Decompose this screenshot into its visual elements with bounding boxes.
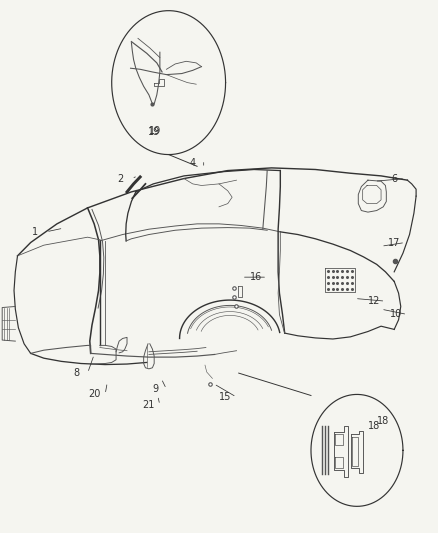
- Text: 6: 6: [391, 174, 397, 183]
- Text: 15: 15: [219, 392, 232, 402]
- Text: 21: 21: [143, 400, 155, 410]
- Text: 18: 18: [377, 416, 389, 426]
- Text: 4: 4: [190, 158, 196, 167]
- Text: 9: 9: [152, 384, 159, 394]
- Text: 10: 10: [390, 310, 403, 319]
- Text: 19: 19: [148, 127, 160, 137]
- Text: 17: 17: [388, 238, 400, 247]
- Text: 8: 8: [74, 368, 80, 378]
- Text: 19: 19: [149, 126, 162, 135]
- Text: 2: 2: [117, 174, 124, 183]
- Text: 18: 18: [368, 422, 381, 431]
- Text: 1: 1: [32, 227, 38, 237]
- Text: 12: 12: [368, 296, 381, 306]
- Text: 20: 20: [88, 390, 100, 399]
- Text: 16: 16: [250, 272, 262, 282]
